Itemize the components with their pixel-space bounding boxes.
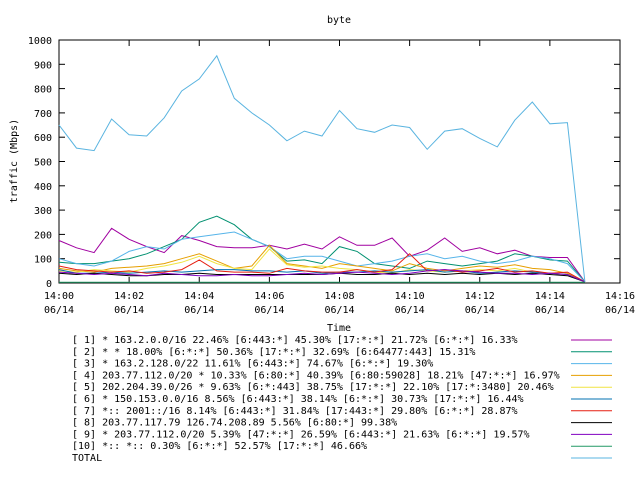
y-axis: 0 100 200 300 400 500 600 700 800 900 1000 [28, 36, 620, 290]
x-axis: 14:00 06/14 14:02 06/14 14:04 06/14 14:06 06/14… [44, 40, 635, 316]
y-tick-label: 900 [34, 60, 52, 71]
x-tick-label-time: 14:10 [395, 291, 425, 302]
chart-title: byte [327, 15, 351, 26]
y-tick-label: 1000 [28, 36, 52, 47]
x-tick-label-date: 06/14 [44, 305, 74, 316]
x-tick-label-date: 06/14 [395, 305, 425, 316]
series-lines [58, 54, 586, 283]
series-line-2 [58, 215, 586, 283]
x-tick-label-date: 06/14 [605, 305, 635, 316]
y-tick-label: 300 [34, 206, 52, 217]
x-tick-label-time: 14:06 [254, 291, 284, 302]
x-tick-label-time: 14:16 [605, 291, 635, 302]
x-tick-label-date: 06/14 [114, 305, 144, 316]
series-line-5 [58, 248, 586, 283]
legend-label: [ 7] *:: 2001::/16 8.14% [6:443:*] 31.84… [72, 406, 518, 417]
x-tick-label-time: 14:04 [184, 291, 214, 302]
y-tick-label: 500 [34, 158, 52, 169]
x-tick-label-time: 14:00 [44, 291, 74, 302]
legend-label: [ 3] * 163.2.128.0/22 11.61% [6:443:*] 7… [72, 359, 433, 370]
x-tick-label-date: 06/14 [535, 305, 565, 316]
y-tick-label: 800 [34, 85, 52, 96]
x-tick-label-time: 14:14 [535, 291, 565, 302]
legend-label: [ 1] * 163.2.0.0/16 22.46% [6:443:*] 45.… [72, 335, 518, 346]
legend-label: TOTAL [72, 453, 102, 464]
legend-label: [ 8] 203.77.117.79 126.74.208.89 5.56% [… [72, 418, 397, 429]
legend-label: [ 6] * 150.153.0.0/16 8.56% [6:443:*] 38… [72, 394, 524, 405]
y-tick-label: 0 [46, 279, 52, 290]
x-tick-label-date: 06/14 [254, 305, 284, 316]
legend-label: [10] *:: *:: 0.30% [6:*:*] 52.57% [17:*:… [72, 441, 367, 452]
legend-label: [ 4] 203.77.112.0/20 * 10.33% [6:80:*] 4… [72, 370, 560, 381]
y-tick-label: 700 [34, 109, 52, 120]
x-tick-label-date: 06/14 [465, 305, 495, 316]
series-line-3 [58, 231, 586, 283]
series-line-7 [58, 253, 586, 283]
legend-label: [ 5] 202.204.39.0/26 * 9.63% [6:*:443] 3… [72, 382, 554, 393]
series-line-6 [58, 269, 586, 283]
y-tick-label: 200 [34, 230, 52, 241]
y-tick-label: 400 [34, 182, 52, 193]
series-line-9 [58, 269, 586, 283]
x-tick-label-date: 06/14 [184, 305, 214, 316]
legend: [ 1] * 163.2.0.0/16 22.46% [6:443:*] 45.… [72, 335, 612, 464]
y-tick-label: 100 [34, 255, 52, 266]
y-axis-label: traffic (Mbps) [9, 119, 20, 203]
x-tick-label-time: 14:02 [114, 291, 144, 302]
series-line-4 [58, 244, 586, 283]
x-tick-label-time: 14:08 [324, 291, 354, 302]
series-line-11 [58, 54, 586, 282]
y-tick-label: 600 [34, 133, 52, 144]
legend-label: [ 9] * 203.77.112.0/20 5.39% [47:*:*] 26… [72, 429, 530, 440]
x-axis-label: Time [327, 323, 351, 334]
legend-label: [ 2] * * 18.00% [6:*:*] 50.36% [17:*:*] … [72, 347, 475, 358]
x-tick-label-date: 06/14 [324, 305, 354, 316]
x-tick-label-time: 14:12 [465, 291, 495, 302]
